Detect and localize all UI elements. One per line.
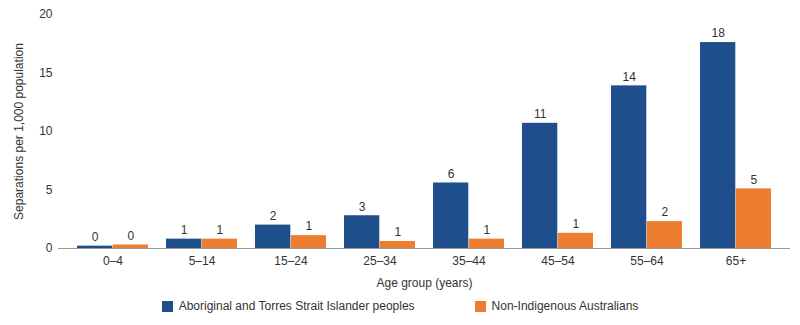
svg-text:11: 11: [534, 107, 547, 121]
svg-text:10: 10: [39, 124, 53, 138]
svg-text:1: 1: [484, 223, 491, 237]
svg-text:0: 0: [46, 241, 53, 255]
svg-text:14: 14: [622, 70, 636, 84]
svg-text:55–64: 55–64: [630, 254, 664, 268]
svg-text:25–34: 25–34: [363, 254, 397, 268]
svg-text:1: 1: [395, 225, 402, 239]
svg-text:0: 0: [92, 230, 99, 244]
html-text:Aboriginal and Torres Strait I: Aboriginal and Torres Strait Islander pe…: [178, 299, 415, 313]
svg-text:65+: 65+: [726, 254, 746, 268]
svg-text:5–14: 5–14: [189, 254, 216, 268]
svg-text:2: 2: [270, 209, 277, 223]
svg-text:Age group (years): Age group (years): [376, 276, 472, 290]
svg-text:6: 6: [448, 167, 455, 181]
svg-text:35–44: 35–44: [452, 254, 486, 268]
svg-text:15: 15: [39, 66, 53, 80]
svg-text:5: 5: [751, 173, 758, 187]
svg-text:2: 2: [662, 205, 669, 219]
svg-text:20: 20: [39, 7, 53, 21]
svg-text:5: 5: [46, 183, 53, 197]
svg-text:1: 1: [217, 223, 224, 237]
svg-text:0: 0: [128, 229, 135, 243]
svg-text:15–24: 15–24: [274, 254, 308, 268]
html-text:Non-Indigenous Australians: Non-Indigenous Australians: [491, 299, 639, 313]
svg-text:Separations per 1,000 populati: Separations per 1,000 population: [12, 43, 26, 220]
svg-text:18: 18: [711, 26, 725, 40]
svg-text:1: 1: [573, 217, 580, 231]
svg-text:3: 3: [359, 200, 366, 214]
svg-text:45–54: 45–54: [541, 254, 575, 268]
svg-text:1: 1: [306, 219, 313, 233]
svg-text:1: 1: [181, 223, 188, 237]
svg-text:0–4: 0–4: [103, 254, 123, 268]
